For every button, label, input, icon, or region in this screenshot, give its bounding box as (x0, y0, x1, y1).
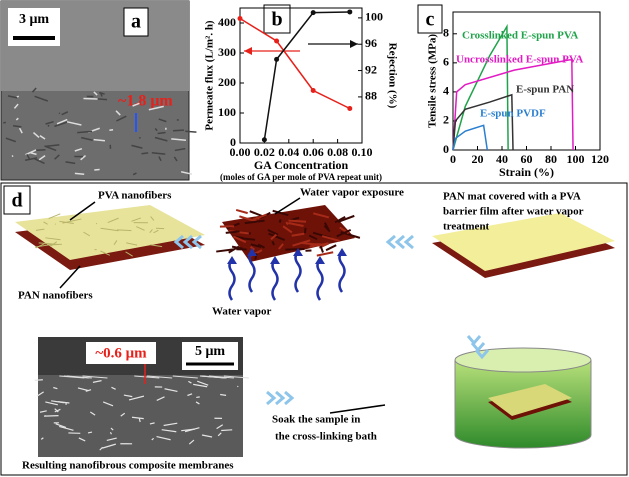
fiber (185, 131, 196, 132)
scale-text: 5 μm (195, 344, 225, 359)
y2-tick-label: 88 (365, 89, 377, 103)
y-tick-label: 8 (443, 26, 449, 40)
fiber (173, 130, 184, 131)
x-axis-label: GA Concentration (254, 158, 349, 172)
x-tick-label: 0.06 (303, 145, 324, 159)
y-tick-label: 6 (443, 55, 449, 69)
vapor-label: Water vapor (212, 306, 271, 318)
x-tick-label: 0.04 (278, 145, 299, 159)
x-tick-label: 80 (545, 152, 557, 166)
beaker (455, 348, 591, 448)
thickness-label: ~0.6 μm (95, 345, 147, 361)
point (274, 39, 279, 44)
pan-label: PAN nanofibers (18, 290, 93, 302)
arrowhead (350, 40, 358, 48)
series-label: E-spun PVDF (480, 108, 546, 120)
y-tick-label: 2 (443, 113, 449, 127)
fiber (44, 416, 58, 417)
caption-line: treatment (443, 221, 490, 233)
fiber (286, 222, 288, 224)
result-caption: Resulting nanofibrous composite membrane… (22, 460, 234, 472)
panel-label: a (131, 11, 141, 33)
y-tick-label: 0 (443, 142, 449, 156)
y2-tick-label: 100 (365, 10, 383, 24)
y2-tick-label: 96 (365, 36, 377, 50)
page: { "panel_a": {"label": "a", "scale_bar":… (0, 0, 629, 477)
series-label: E-spun PAN (516, 84, 574, 96)
chart: 0 20 40 60 80 100 120 0 2 4 6 8 Tensile stress (MPa)… (427, 12, 609, 179)
point (311, 88, 316, 93)
x-tick-label: 120 (591, 152, 609, 166)
fiber (139, 418, 140, 422)
caption-line: the cross-linking bath (275, 431, 377, 443)
fiber (35, 150, 45, 151)
fiber (158, 132, 166, 133)
y-tick-label: 200 (218, 75, 236, 89)
fiber (305, 228, 306, 233)
x-tick-label: 20 (472, 152, 484, 166)
x-tick-label: 0.02 (254, 145, 275, 159)
x-tick-label: 0.08 (327, 145, 348, 159)
figure: 3 μm a ~1.8 μm b c d PVA nanofibers PAN … (0, 0, 629, 477)
panel-d: d PVA nanofibers PAN nanofibers Water va… (1, 183, 627, 475)
point (238, 16, 243, 21)
y-tick-label: 4 (443, 84, 449, 98)
fiber (101, 93, 102, 96)
fiber (139, 137, 140, 138)
fiber (242, 238, 255, 239)
fiber (226, 232, 240, 233)
point (347, 9, 352, 14)
fiber (75, 173, 84, 174)
y-tick-label: 400 (218, 15, 236, 29)
y-axis-label: Permeate flux (L/m². h) (204, 20, 216, 131)
point (347, 106, 352, 111)
fiber (280, 219, 281, 222)
chart: 0.000.020.040.060.080.100100200300400889… (204, 8, 399, 182)
fiber (3, 122, 6, 123)
fiber (12, 156, 13, 157)
x-tick-label: 0 (450, 152, 456, 166)
x-tick-label: 60 (521, 152, 533, 166)
x-tick-label: 40 (496, 152, 508, 166)
panel-label: c (426, 9, 435, 31)
series-line (240, 19, 350, 109)
panel-label: d (11, 190, 22, 212)
arrowhead (244, 47, 252, 55)
caption-line: Soak the sample in (272, 414, 360, 426)
scale-text: 3 μm (19, 12, 49, 27)
exposure-label: Water vapor exposure (300, 187, 404, 199)
y-tick-label: 300 (218, 45, 236, 59)
fiber (83, 98, 97, 99)
fiber (289, 220, 306, 221)
pva-label: PVA nanofibers (98, 190, 172, 202)
fiber (285, 249, 304, 250)
thickness-label: ~1.8 μm (118, 93, 173, 110)
point (262, 137, 267, 142)
x-axis-label: Strain (%) (499, 165, 554, 179)
caption-line: barrier film after water vapor (443, 206, 584, 218)
point (311, 10, 316, 15)
y-tick-label: 100 (218, 105, 236, 119)
series-label: Crosslinked E-spun PVA (462, 30, 578, 42)
x-tick-label: 0.10 (352, 145, 373, 159)
x-tick-label: 100 (567, 152, 585, 166)
point (274, 57, 279, 62)
series-label: Uncrosslinked E-spun PVA (456, 54, 583, 66)
series-line (453, 95, 513, 150)
fiber (221, 430, 232, 431)
fiber (35, 380, 43, 381)
y-axis-label: Tensile stress (MPa) (427, 34, 439, 128)
fiber (196, 397, 199, 398)
y-tick-label: 0 (230, 135, 236, 149)
y2-tick-label: 92 (365, 62, 377, 76)
panel-a: 3 μm a ~1.8 μm (1, 1, 196, 180)
fiber (88, 432, 92, 433)
x-axis-sublabel: (moles of GA per mole of PVA repeat unit… (220, 172, 382, 182)
caption-line: PAN mat covered with a PVA (443, 191, 581, 203)
y2-axis-label: Rejection (%) (386, 43, 398, 109)
panel-label: b (271, 9, 282, 31)
fiber (141, 153, 148, 154)
fiber (117, 230, 131, 231)
fiber (59, 113, 60, 114)
